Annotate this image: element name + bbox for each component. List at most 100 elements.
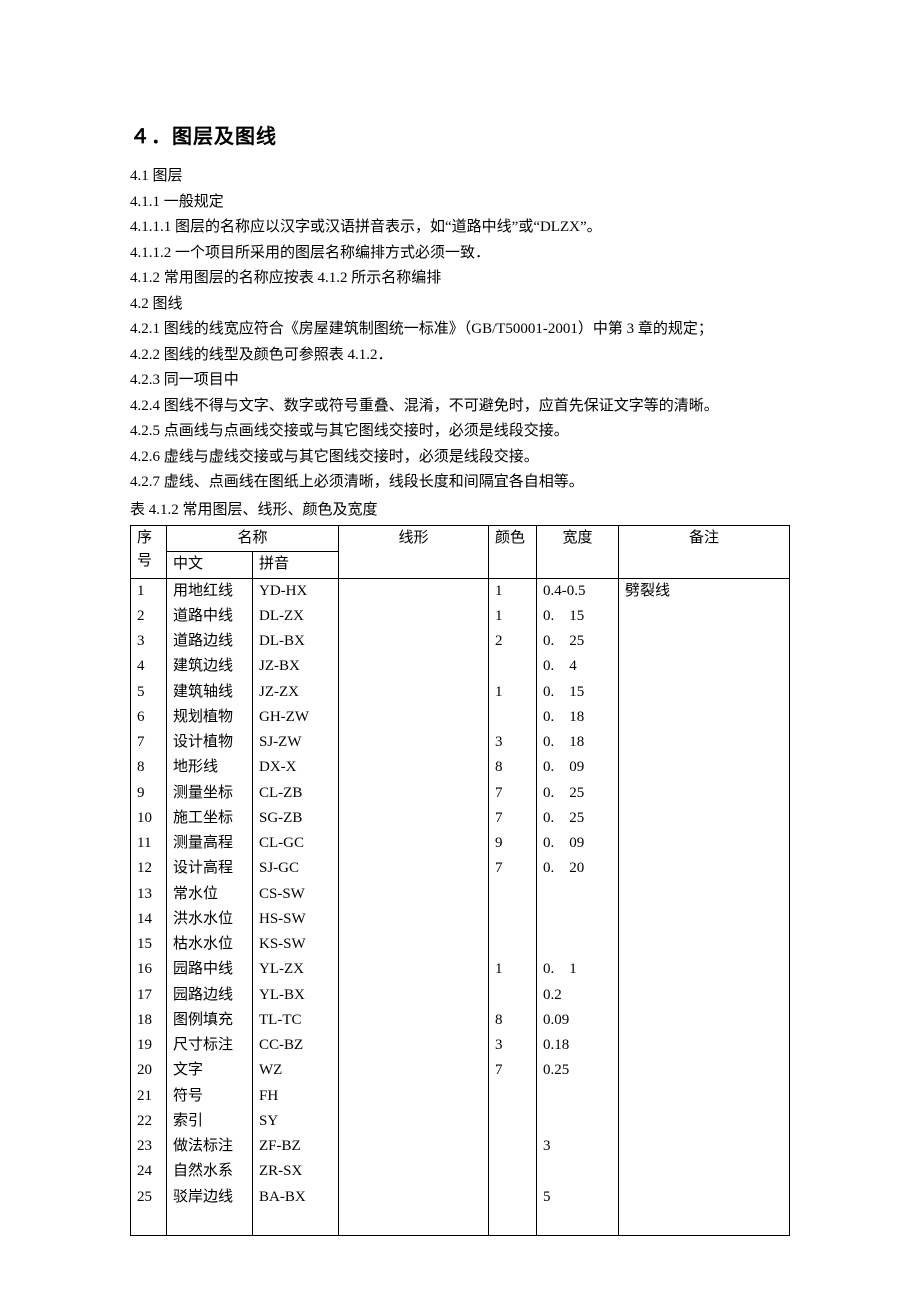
table-cell: 8	[131, 755, 167, 780]
table-row: 9测量坐标CL-ZB70. 25	[131, 781, 790, 806]
table-cell: 0. 1	[537, 957, 619, 982]
table-cell	[339, 578, 489, 604]
table-cell: 自然水系	[167, 1159, 253, 1184]
table-cell: 1	[489, 604, 537, 629]
table-cell: 7	[489, 856, 537, 881]
table-cell	[619, 1134, 790, 1159]
table-cell	[619, 604, 790, 629]
table-cell: 建筑轴线	[167, 680, 253, 705]
table-cell	[619, 1109, 790, 1134]
table-cell	[339, 957, 489, 982]
table-cell	[489, 1084, 537, 1109]
table-cell: WZ	[253, 1058, 339, 1083]
table-cell: 常水位	[167, 882, 253, 907]
table-cell	[489, 705, 537, 730]
table-cell: 0.4-0.5	[537, 578, 619, 604]
table-cell: 21	[131, 1084, 167, 1109]
table-cell	[619, 1210, 790, 1236]
table-cell: 3	[489, 730, 537, 755]
table-cell: 设计植物	[167, 730, 253, 755]
table-cell: 0. 09	[537, 831, 619, 856]
table-cell: 24	[131, 1159, 167, 1184]
table-cell: 7	[489, 781, 537, 806]
table-row: 14洪水水位HS-SW	[131, 907, 790, 932]
table-cell	[619, 1084, 790, 1109]
table-cell	[339, 629, 489, 654]
table-cell	[339, 806, 489, 831]
table-cell	[489, 1159, 537, 1184]
table-row: 10施工坐标SG-ZB70. 25	[131, 806, 790, 831]
table-cell: 12	[131, 856, 167, 881]
table-cell: 16	[131, 957, 167, 982]
table-cell: 1	[489, 680, 537, 705]
table-cell: 11	[131, 831, 167, 856]
table-cell: 园路中线	[167, 957, 253, 982]
table-cell	[537, 1210, 619, 1236]
table-cell: 测量坐标	[167, 781, 253, 806]
table-row: 20文字WZ70.25	[131, 1058, 790, 1083]
para: 4.2.2 图线的线型及颜色可参照表 4.1.2．	[130, 343, 790, 369]
para: 4.1.1.1 图层的名称应以汉字或汉语拼音表示，如“道路中线”或“DLZX”。	[130, 215, 790, 241]
table-cell	[619, 1008, 790, 1033]
table-cell: ZR-SX	[253, 1159, 339, 1184]
table-cell: 9	[131, 781, 167, 806]
table-cell: 25	[131, 1185, 167, 1210]
table-cell	[489, 983, 537, 1008]
table-row: 15枯水水位KS-SW	[131, 932, 790, 957]
table-cell	[339, 1084, 489, 1109]
table-cell: 5	[131, 680, 167, 705]
table-row	[131, 1210, 790, 1236]
table-cell: 0. 25	[537, 806, 619, 831]
table-cell: 用地红线	[167, 578, 253, 604]
table-cell	[339, 781, 489, 806]
table-cell	[339, 856, 489, 881]
table-cell	[339, 983, 489, 1008]
table-cell	[619, 983, 790, 1008]
table-cell: 5	[537, 1185, 619, 1210]
table-cell	[619, 932, 790, 957]
table-cell	[619, 957, 790, 982]
table-cell	[339, 680, 489, 705]
para: 4.2.3 同一项目中	[130, 368, 790, 394]
table-cell: 图例填充	[167, 1008, 253, 1033]
para: 4.1.2 常用图层的名称应按表 4.1.2 所示名称编排	[130, 266, 790, 292]
table-body: 1用地红线YD-HX10.4-0.5劈裂线2道路中线DL-ZX10. 153道路…	[131, 578, 790, 1236]
table-cell: 22	[131, 1109, 167, 1134]
table-cell: 0. 18	[537, 705, 619, 730]
table-cell: ZF-BZ	[253, 1134, 339, 1159]
table-cell	[489, 654, 537, 679]
table-cell: 3	[489, 1033, 537, 1058]
table-cell: 道路边线	[167, 629, 253, 654]
body-text: 4.1 图层 4.1.1 一般规定 4.1.1.1 图层的名称应以汉字或汉语拼音…	[130, 164, 790, 496]
table-cell	[339, 755, 489, 780]
table-cell	[619, 1033, 790, 1058]
table-cell	[339, 1210, 489, 1236]
table-cell: 道路中线	[167, 604, 253, 629]
table-row: 24自然水系ZR-SX	[131, 1159, 790, 1184]
table-cell: CS-SW	[253, 882, 339, 907]
table-cell: 劈裂线	[619, 578, 790, 604]
table-cell: 2	[131, 604, 167, 629]
table-row: 12设计高程SJ-GC70. 20	[131, 856, 790, 881]
table-cell	[619, 1185, 790, 1210]
col-color: 颜色	[489, 526, 537, 579]
table-cell: CL-GC	[253, 831, 339, 856]
table-cell	[339, 1134, 489, 1159]
table-row: 17园路边线YL-BX0.2	[131, 983, 790, 1008]
table-cell	[537, 932, 619, 957]
table-cell	[339, 907, 489, 932]
table-cell	[339, 1033, 489, 1058]
table-cell: 4	[131, 654, 167, 679]
table-row: 21符号FH	[131, 1084, 790, 1109]
table-cell: JZ-ZX	[253, 680, 339, 705]
table-cell: 园路边线	[167, 983, 253, 1008]
table-cell: DX-X	[253, 755, 339, 780]
table-cell: 0. 25	[537, 781, 619, 806]
table-cell: TL-TC	[253, 1008, 339, 1033]
table-row: 16园路中线YL-ZX10. 1	[131, 957, 790, 982]
table-cell: 0. 15	[537, 604, 619, 629]
table-cell	[619, 654, 790, 679]
col-cn: 中文	[167, 552, 253, 578]
table-cell: JZ-BX	[253, 654, 339, 679]
table-cell	[619, 730, 790, 755]
